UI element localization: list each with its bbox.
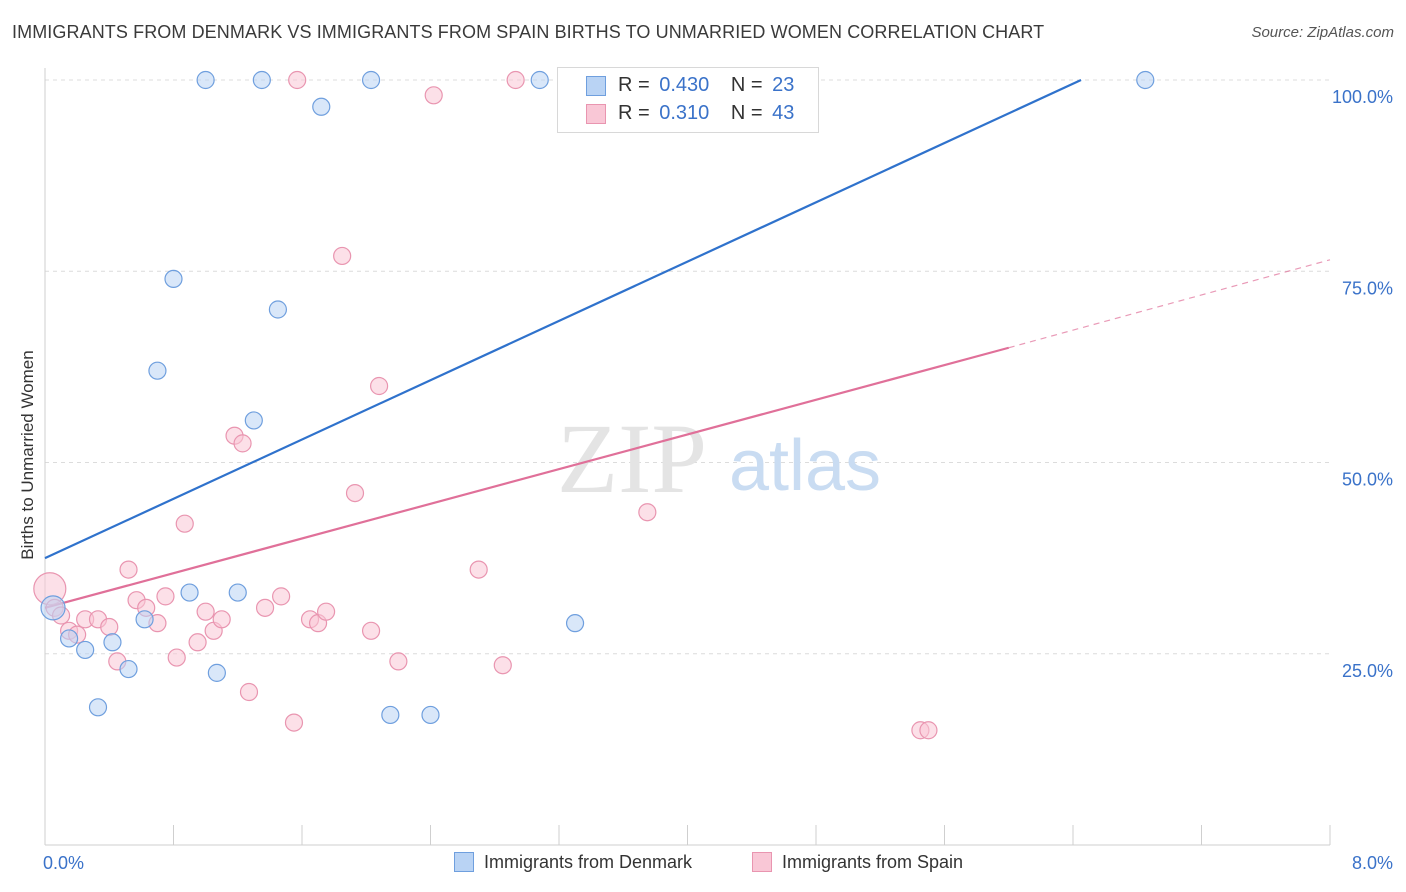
legend-box: R = 0.430 N = 23 R = 0.310 N = 43 <box>557 67 819 133</box>
data-point-pink <box>333 246 352 266</box>
legend-r-label: R = <box>618 102 650 124</box>
watermark-atlas: atlas <box>729 426 881 506</box>
data-point-blue <box>103 633 122 652</box>
data-point-pink <box>424 86 443 105</box>
legend-n-value: 23 <box>772 74 795 96</box>
data-point-pink <box>196 602 215 621</box>
bottom-legend-denmark: Immigrants from Denmark <box>454 852 692 873</box>
data-point-blue <box>252 70 271 90</box>
axes <box>44 68 1331 846</box>
data-point-pink <box>284 713 304 732</box>
legend-r-value: 0.430 <box>659 74 710 96</box>
legend-n-value: 43 <box>772 102 795 124</box>
data-point-blue <box>148 361 167 380</box>
data-point-pink <box>167 648 186 667</box>
x-tick-label: 8.0% <box>1352 853 1393 873</box>
data-point-blue <box>135 610 154 629</box>
data-point-pink <box>233 434 252 453</box>
y-tick-label: 50.0% <box>1342 470 1393 490</box>
data-point-blue <box>1136 70 1155 90</box>
trend-lines <box>44 79 1331 609</box>
data-point-pink <box>156 587 175 606</box>
data-point-blue <box>228 583 247 602</box>
data-point-pink <box>345 484 365 503</box>
watermark-zip: ZIP <box>557 403 707 514</box>
data-point-pink <box>506 70 525 90</box>
data-point-pink <box>316 602 336 621</box>
data-point-blue <box>244 411 263 430</box>
data-point-pink <box>188 633 207 652</box>
watermark: ZIP atlas <box>557 403 881 514</box>
data-point-pink <box>919 721 938 740</box>
legend-swatch-pink <box>586 104 606 124</box>
data-point-blue <box>88 698 108 717</box>
data-point-pink <box>175 514 194 533</box>
chart-title: IMMIGRANTS FROM DENMARK VS IMMIGRANTS FR… <box>12 22 1045 42</box>
data-point-blue <box>421 705 440 725</box>
data-point-blue <box>180 583 199 602</box>
trend-extension-pink <box>1008 259 1331 349</box>
bottom-legend-label-denmark: Immigrants from Denmark <box>484 852 693 872</box>
data-point-blue <box>381 705 400 725</box>
tick-labels: 25.0% 50.0% 75.0% 100.0% 0.0% 8.0% <box>43 87 1393 873</box>
data-point-pink <box>100 617 119 637</box>
data-point-pink <box>370 376 389 396</box>
data-point-pink <box>389 652 408 671</box>
data-point-pink <box>212 610 231 629</box>
data-point-blue <box>76 640 95 660</box>
y-tick-label: 100.0% <box>1332 87 1393 107</box>
data-point-blue <box>164 269 183 288</box>
data-point-blue <box>530 70 549 90</box>
data-point-pink <box>361 621 381 640</box>
data-point-blue <box>565 614 585 633</box>
data-point-pink <box>493 656 512 675</box>
data-point-blue <box>312 97 331 116</box>
legend-n-label: N = <box>730 74 763 96</box>
data-point-pink <box>638 503 657 522</box>
data-point-blue <box>196 70 215 90</box>
trend-line-pink <box>44 346 1010 609</box>
trend-line-blue <box>44 79 1082 560</box>
data-point-pink <box>119 560 138 579</box>
data-point-pink <box>255 598 275 617</box>
y-tick-label: 75.0% <box>1342 278 1393 298</box>
legend-n-label: N = <box>730 102 763 124</box>
source-label: Source: ZipAtlas.com <box>1251 24 1394 41</box>
grid <box>45 79 1330 655</box>
y-axis-title: Births to Unmarried Women <box>18 350 37 560</box>
bottom-legend-spain: Immigrants from Spain <box>752 852 963 873</box>
data-point-pink <box>272 587 291 606</box>
data-point-pink <box>469 560 488 579</box>
data-point-pink <box>239 682 259 702</box>
bottom-legend-label-spain: Immigrants from Spain <box>782 852 964 872</box>
data-point-blue <box>361 70 381 90</box>
bottom-legend-swatch-blue <box>454 852 474 872</box>
legend-swatch-blue <box>586 76 606 96</box>
legend-r-label: R = <box>618 74 650 96</box>
legend-r-value: 0.310 <box>659 102 710 124</box>
bottom-legend-swatch-pink <box>752 852 772 872</box>
x-tick-label: 0.0% <box>43 853 84 873</box>
data-point-blue <box>268 300 288 319</box>
data-point-blue <box>207 663 226 682</box>
data-point-blue <box>59 629 79 648</box>
data-points <box>33 70 1155 740</box>
data-point-pink <box>288 70 307 90</box>
y-tick-label: 25.0% <box>1342 661 1393 681</box>
data-point-blue <box>40 595 66 621</box>
data-point-blue <box>119 659 138 679</box>
